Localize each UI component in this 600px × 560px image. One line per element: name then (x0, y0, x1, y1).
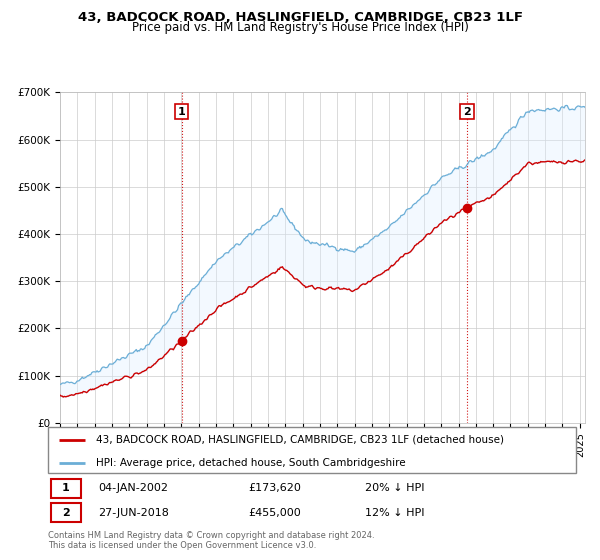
Text: 1: 1 (62, 483, 70, 493)
Text: £455,000: £455,000 (248, 508, 301, 518)
Text: 2: 2 (62, 508, 70, 518)
Text: 12% ↓ HPI: 12% ↓ HPI (365, 508, 424, 518)
Bar (50, 503, 81, 522)
Text: 43, BADCOCK ROAD, HASLINGFIELD, CAMBRIDGE, CB23 1LF: 43, BADCOCK ROAD, HASLINGFIELD, CAMBRIDG… (77, 11, 523, 24)
Text: 1: 1 (178, 106, 185, 116)
Text: 27-JUN-2018: 27-JUN-2018 (98, 508, 169, 518)
Text: 20% ↓ HPI: 20% ↓ HPI (365, 483, 424, 493)
Text: Price paid vs. HM Land Registry's House Price Index (HPI): Price paid vs. HM Land Registry's House … (131, 21, 469, 34)
Text: 2: 2 (463, 106, 471, 116)
Text: 43, BADCOCK ROAD, HASLINGFIELD, CAMBRIDGE, CB23 1LF (detached house): 43, BADCOCK ROAD, HASLINGFIELD, CAMBRIDG… (95, 435, 503, 445)
Text: HPI: Average price, detached house, South Cambridgeshire: HPI: Average price, detached house, Sout… (95, 458, 405, 468)
Bar (50, 478, 81, 498)
Text: £173,620: £173,620 (248, 483, 302, 493)
Text: Contains HM Land Registry data © Crown copyright and database right 2024.
This d: Contains HM Land Registry data © Crown c… (48, 531, 374, 550)
Text: 04-JAN-2002: 04-JAN-2002 (98, 483, 168, 493)
